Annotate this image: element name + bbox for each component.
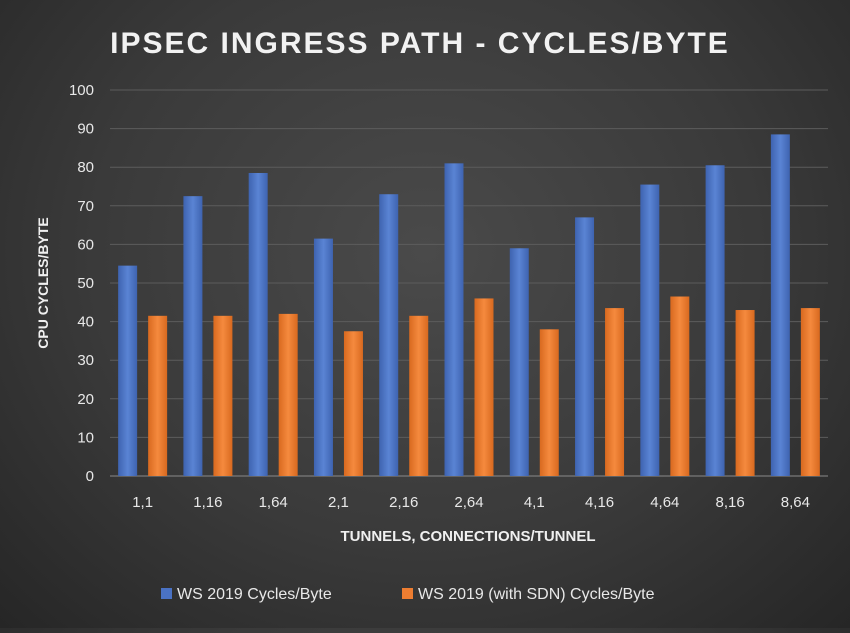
bar-series-2-4-64 [670, 296, 690, 476]
bar-series-1-1-1 [118, 265, 138, 476]
legend-label-series-2: WS 2019 (with SDN) Cycles/Byte [418, 586, 655, 603]
legend-swatch-series-1 [161, 588, 172, 599]
y-tick-label: 20 [77, 391, 94, 408]
bar-series-1-4-16 [575, 217, 595, 476]
y-tick-label: 50 [77, 275, 94, 292]
bar-series-2-1-1 [148, 315, 168, 476]
bar-series-1-2-16 [379, 194, 399, 476]
y-tick-label: 10 [77, 429, 94, 446]
x-tick-label: 4,16 [585, 494, 614, 511]
bar-series-2-2-16 [409, 315, 429, 476]
bar-series-2-8-64 [800, 308, 820, 476]
y-tick-label: 70 [77, 198, 94, 215]
bar-series-1-8-16 [705, 165, 725, 476]
y-tick-label: 80 [77, 159, 94, 176]
bar-series-2-1-16 [213, 315, 233, 476]
y-tick-label: 60 [77, 236, 94, 253]
y-axis-ticks: 0 10 20 30 40 50 60 70 80 90 100 [69, 82, 94, 485]
bar-series-2-8-16 [735, 310, 755, 476]
bar-series-1-4-64 [640, 184, 660, 476]
x-axis-label: TUNNELS, CONNECTIONS/TUNNEL [341, 528, 596, 545]
bar-series-2-2-64 [474, 298, 494, 476]
x-tick-label: 2,16 [389, 494, 418, 511]
bar-series-2-1-64 [278, 313, 298, 476]
x-tick-label: 2,1 [328, 494, 349, 511]
y-tick-label: 0 [86, 468, 94, 485]
y-tick-label: 90 [77, 121, 94, 138]
bar-series-1-8-64 [770, 134, 790, 476]
chart-title: IPSEC INGRESS PATH - CYCLES/BYTE [110, 27, 730, 60]
x-axis-ticks: 1,1 1,16 1,64 2,1 2,16 2,64 4,1 4,16 4,64 8,16 8,6… [132, 494, 810, 511]
bar-series-1-4-1 [509, 248, 529, 476]
x-tick-label: 4,64 [650, 494, 679, 511]
y-axis-label: CPU CYCLES/BYTE [35, 217, 51, 348]
bar-series-1-1-16 [183, 196, 203, 476]
x-tick-label: 8,64 [781, 494, 810, 511]
x-tick-label: 1,16 [193, 494, 222, 511]
legend-swatch-series-2 [402, 588, 413, 599]
x-tick-label: 1,64 [259, 494, 288, 511]
y-tick-label: 40 [77, 314, 94, 331]
bar-series-2-2-1 [343, 331, 363, 476]
y-tick-label: 100 [69, 82, 94, 99]
bar-series-1-1-64 [248, 172, 268, 477]
x-tick-label: 8,16 [715, 494, 744, 511]
x-tick-label: 2,64 [454, 494, 483, 511]
x-tick-label: 4,1 [524, 494, 545, 511]
legend-label-series-1: WS 2019 Cycles/Byte [177, 586, 332, 603]
bars [118, 134, 820, 477]
bar-series-1-2-1 [313, 238, 333, 476]
bar-series-2-4-1 [539, 329, 559, 476]
legend: WS 2019 Cycles/Byte WS 2019 (with SDN) C… [161, 586, 655, 603]
bar-series-1-2-64 [444, 163, 464, 476]
y-tick-label: 30 [77, 352, 94, 369]
x-tick-label: 1,1 [132, 494, 153, 511]
bar-series-2-4-16 [605, 308, 625, 476]
